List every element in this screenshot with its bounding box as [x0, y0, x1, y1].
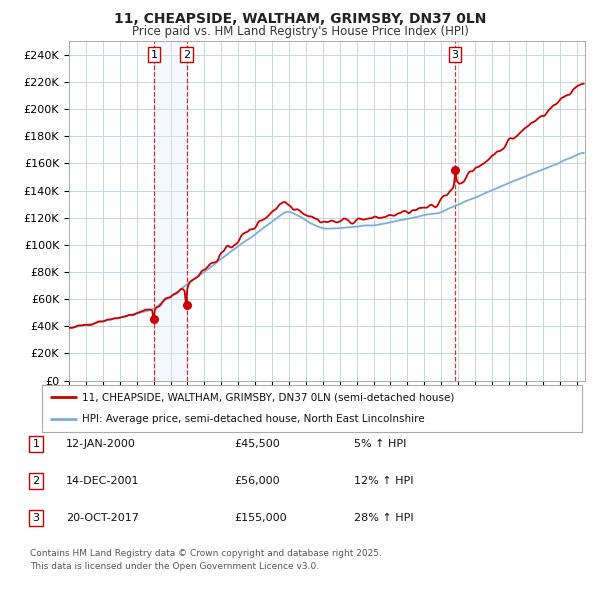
- Text: £45,500: £45,500: [234, 439, 280, 448]
- Text: 12-JAN-2000: 12-JAN-2000: [66, 439, 136, 448]
- Text: 2: 2: [183, 50, 190, 60]
- Text: 3: 3: [32, 513, 40, 523]
- Text: £155,000: £155,000: [234, 513, 287, 523]
- Bar: [154, 41, 187, 381]
- Text: 20-OCT-2017: 20-OCT-2017: [66, 513, 139, 523]
- Text: 1: 1: [151, 50, 158, 60]
- Text: HPI: Average price, semi-detached house, North East Lincolnshire: HPI: Average price, semi-detached house,…: [83, 414, 425, 424]
- Text: This data is licensed under the Open Government Licence v3.0.: This data is licensed under the Open Gov…: [30, 562, 319, 571]
- Text: £56,000: £56,000: [234, 476, 280, 486]
- Text: 14-DEC-2001: 14-DEC-2001: [66, 476, 139, 486]
- Text: 28% ↑ HPI: 28% ↑ HPI: [354, 513, 413, 523]
- Text: 11, CHEAPSIDE, WALTHAM, GRIMSBY, DN37 0LN: 11, CHEAPSIDE, WALTHAM, GRIMSBY, DN37 0L…: [114, 12, 486, 26]
- Text: 5% ↑ HPI: 5% ↑ HPI: [354, 439, 406, 448]
- Text: 2: 2: [32, 476, 40, 486]
- Text: 1: 1: [32, 439, 40, 448]
- Text: Price paid vs. HM Land Registry's House Price Index (HPI): Price paid vs. HM Land Registry's House …: [131, 25, 469, 38]
- Text: 12% ↑ HPI: 12% ↑ HPI: [354, 476, 413, 486]
- Text: 3: 3: [451, 50, 458, 60]
- Text: 11, CHEAPSIDE, WALTHAM, GRIMSBY, DN37 0LN (semi-detached house): 11, CHEAPSIDE, WALTHAM, GRIMSBY, DN37 0L…: [83, 392, 455, 402]
- Text: Contains HM Land Registry data © Crown copyright and database right 2025.: Contains HM Land Registry data © Crown c…: [30, 549, 382, 558]
